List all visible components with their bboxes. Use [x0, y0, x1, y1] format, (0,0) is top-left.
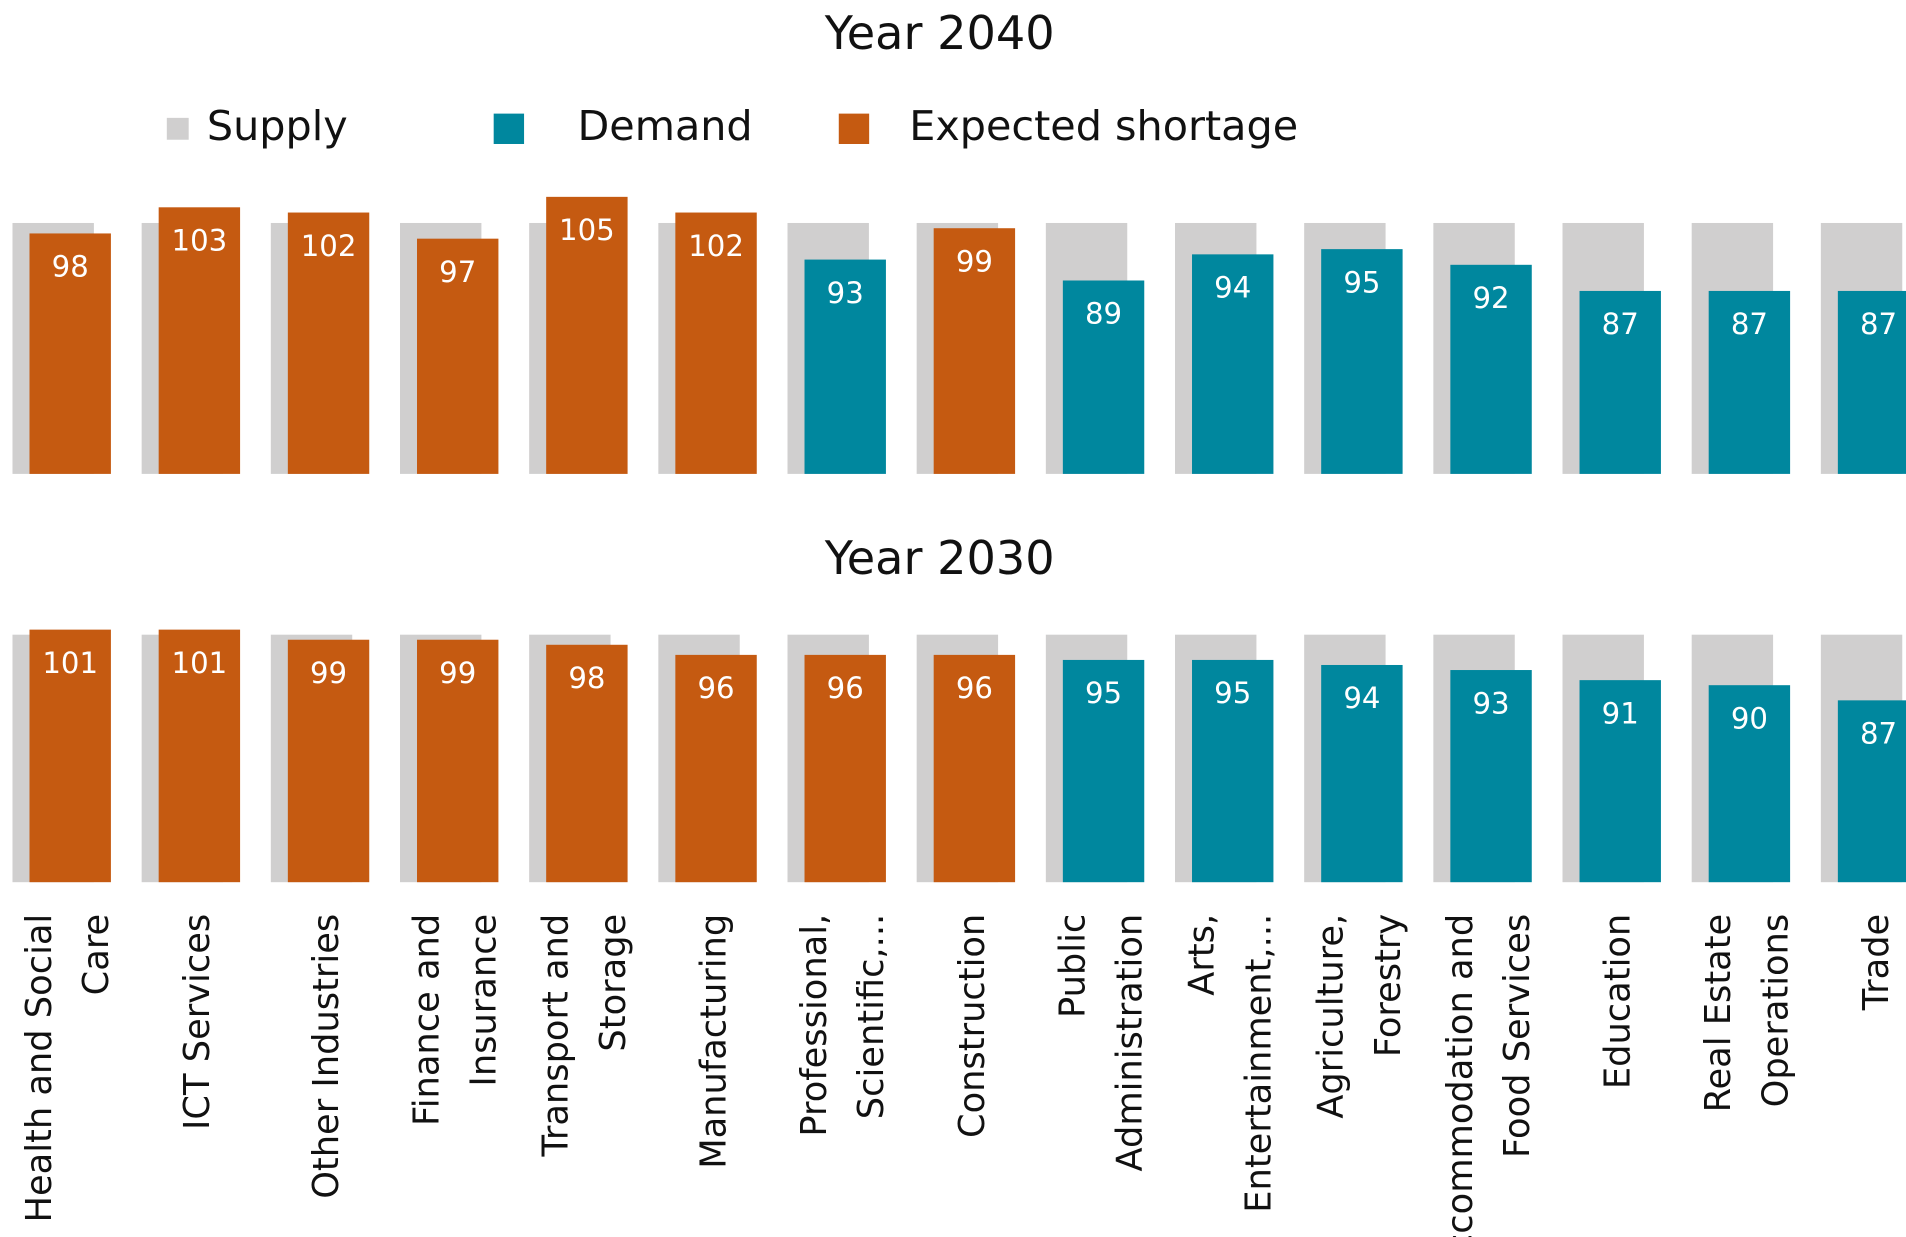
legend-label: Expected shortage — [909, 102, 1298, 150]
value-label: 105 — [559, 213, 615, 247]
value-label: 94 — [1214, 271, 1251, 305]
demand-bar — [1062, 659, 1145, 883]
value-label: 87 — [1860, 307, 1897, 341]
value-label: 94 — [1343, 681, 1380, 715]
demand-bar — [546, 644, 628, 883]
legend-swatch — [166, 117, 189, 140]
value-label: 92 — [1473, 281, 1510, 315]
demand-bar — [29, 629, 111, 883]
value-label: 98 — [52, 250, 89, 284]
chart-title: Year 2030 — [824, 531, 1055, 585]
legend-label: Demand — [578, 102, 753, 150]
category-label: Other Industries — [306, 914, 347, 1199]
category-label: Education — [1598, 914, 1639, 1089]
value-label: 91 — [1602, 696, 1639, 730]
value-label: 93 — [1473, 686, 1510, 720]
demand-bar — [675, 212, 757, 474]
demand-bar — [1450, 670, 1532, 883]
value-label: 95 — [1085, 676, 1122, 710]
demand-bar — [1321, 664, 1403, 883]
category-label: Transport and Storage — [536, 914, 634, 1158]
demand-bar — [1708, 685, 1791, 883]
value-label: 96 — [956, 671, 993, 705]
demand-bar — [287, 212, 370, 474]
category-label: Trade — [1856, 914, 1897, 1011]
category-label: Arts, Entertainment,... — [1182, 914, 1280, 1213]
demand-bar — [1321, 249, 1403, 474]
value-label: 98 — [568, 661, 605, 695]
category-label: Real Estate Operations — [1698, 914, 1796, 1113]
demand-bar — [1837, 290, 1906, 474]
demand-bar — [1579, 290, 1661, 474]
demand-bar — [417, 639, 499, 883]
value-label: 97 — [439, 255, 476, 289]
value-label: 99 — [310, 656, 347, 690]
value-label: 96 — [827, 671, 864, 705]
category-label: Finance and Insurance — [407, 914, 505, 1126]
value-label: 102 — [688, 229, 744, 263]
value-label: 87 — [1602, 307, 1639, 341]
value-label: 90 — [1731, 701, 1768, 735]
demand-bar — [675, 654, 757, 883]
value-label: 101 — [42, 646, 98, 680]
demand-bar — [287, 639, 370, 883]
value-label: 89 — [1085, 297, 1122, 331]
value-label: 87 — [1860, 717, 1897, 751]
demand-bar — [804, 654, 886, 883]
value-label: 101 — [172, 646, 228, 680]
legend-label: Supply — [207, 102, 348, 150]
demand-bar — [804, 259, 886, 474]
category-label: Manufacturing — [693, 914, 734, 1169]
demand-bar — [158, 629, 241, 883]
demand-bar — [933, 228, 1016, 474]
legend-swatch — [838, 113, 870, 144]
value-label: 93 — [827, 276, 864, 310]
demand-bar — [1062, 280, 1145, 474]
demand-bar — [1837, 700, 1906, 883]
demand-bar — [933, 654, 1016, 883]
category-label: Public Administration — [1052, 914, 1150, 1172]
demand-bar — [1579, 680, 1661, 883]
value-label: 102 — [301, 229, 357, 263]
value-label: 95 — [1343, 265, 1380, 299]
demand-bar — [1192, 659, 1274, 883]
demand-bar — [1192, 254, 1274, 474]
value-label: 99 — [439, 656, 476, 690]
value-label: 103 — [172, 224, 228, 258]
demand-bar — [158, 207, 241, 474]
demand-bar — [417, 238, 499, 474]
category-label: Agriculture, Forestry — [1311, 914, 1409, 1119]
value-label: 96 — [697, 671, 734, 705]
demand-bar — [1450, 264, 1532, 474]
category-label: Accommodation and Food Services — [1440, 914, 1538, 1237]
value-label: 95 — [1214, 676, 1251, 710]
category-label: Construction — [952, 914, 993, 1138]
demand-bar — [1708, 290, 1791, 474]
value-label: 99 — [956, 244, 993, 278]
demand-bar — [546, 196, 628, 474]
legend-swatch — [493, 113, 525, 144]
value-label: 87 — [1731, 307, 1768, 341]
category-label: Health and Social Care — [19, 914, 117, 1223]
category-label: ICT Services — [177, 914, 218, 1130]
demand-bar — [29, 233, 111, 474]
category-label: Professional, Scientific,... — [794, 914, 892, 1137]
chart-title: Year 2040 — [824, 6, 1055, 60]
